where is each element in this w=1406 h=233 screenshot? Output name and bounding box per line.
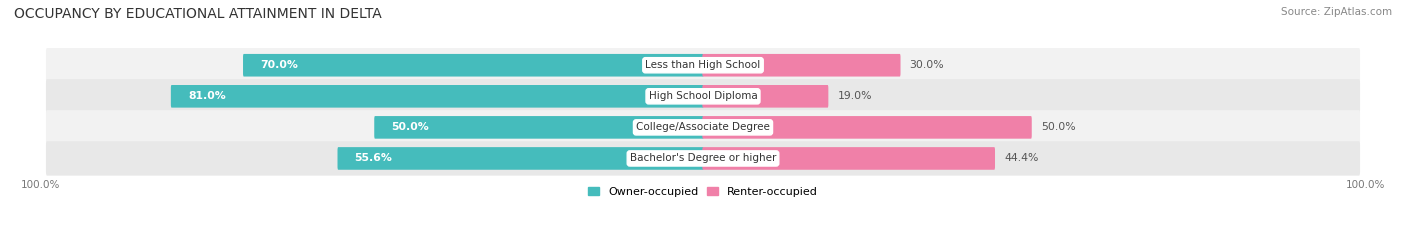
Text: 55.6%: 55.6%	[354, 154, 392, 163]
FancyBboxPatch shape	[703, 116, 1032, 139]
Text: 30.0%: 30.0%	[910, 60, 945, 70]
FancyBboxPatch shape	[46, 48, 1360, 82]
Text: College/Associate Degree: College/Associate Degree	[636, 122, 770, 132]
FancyBboxPatch shape	[374, 116, 703, 139]
FancyBboxPatch shape	[703, 54, 900, 77]
Text: Less than High School: Less than High School	[645, 60, 761, 70]
Text: 100.0%: 100.0%	[1346, 180, 1385, 190]
FancyBboxPatch shape	[172, 85, 703, 108]
Text: 81.0%: 81.0%	[188, 91, 226, 101]
Text: 50.0%: 50.0%	[391, 122, 429, 132]
FancyBboxPatch shape	[46, 141, 1360, 176]
Text: 19.0%: 19.0%	[838, 91, 872, 101]
FancyBboxPatch shape	[337, 147, 703, 170]
Text: OCCUPANCY BY EDUCATIONAL ATTAINMENT IN DELTA: OCCUPANCY BY EDUCATIONAL ATTAINMENT IN D…	[14, 7, 382, 21]
Text: 50.0%: 50.0%	[1040, 122, 1076, 132]
Text: Source: ZipAtlas.com: Source: ZipAtlas.com	[1281, 7, 1392, 17]
Text: 70.0%: 70.0%	[260, 60, 298, 70]
Legend: Owner-occupied, Renter-occupied: Owner-occupied, Renter-occupied	[583, 182, 823, 201]
Text: 44.4%: 44.4%	[1004, 154, 1039, 163]
FancyBboxPatch shape	[46, 110, 1360, 144]
FancyBboxPatch shape	[46, 79, 1360, 113]
FancyBboxPatch shape	[703, 85, 828, 108]
Text: Bachelor's Degree or higher: Bachelor's Degree or higher	[630, 154, 776, 163]
Text: 100.0%: 100.0%	[21, 180, 60, 190]
FancyBboxPatch shape	[243, 54, 703, 77]
FancyBboxPatch shape	[703, 147, 995, 170]
Text: High School Diploma: High School Diploma	[648, 91, 758, 101]
